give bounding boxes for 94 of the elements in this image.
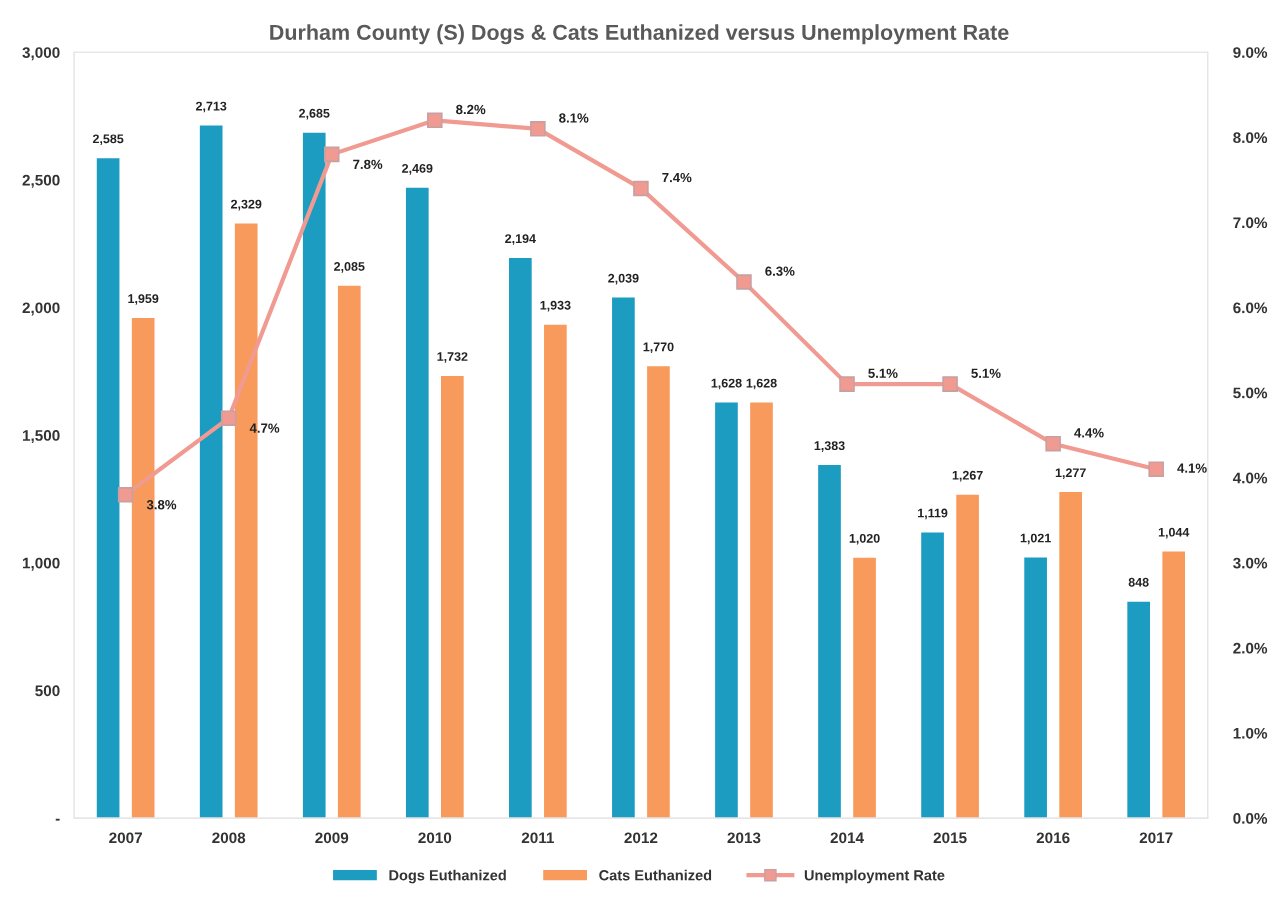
- y2-tick-label: 5.0%: [1233, 387, 1268, 399]
- data-label: 1,628: [711, 378, 742, 390]
- bar: [509, 258, 532, 819]
- bar: [96, 158, 120, 819]
- bar: [921, 532, 944, 819]
- point: [736, 274, 752, 290]
- point: [117, 486, 134, 503]
- bar: [715, 402, 738, 819]
- x-tick-label: 2008: [212, 832, 246, 844]
- y2-tick-label: 0.0%: [1233, 812, 1268, 824]
- y-tick-label: 1,500: [22, 430, 60, 444]
- y-tick-label: -: [55, 818, 60, 821]
- y2-tick-label: 6.0%: [1233, 302, 1268, 314]
- data-label: 7.8%: [353, 159, 383, 170]
- y2-tick-label: 7.0%: [1233, 217, 1268, 229]
- data-label: 2,469: [402, 163, 433, 175]
- data-label: 1,959: [128, 294, 159, 305]
- y-tick-label: 2,500: [22, 174, 60, 188]
- data-label: 1,770: [643, 342, 674, 354]
- bar: [337, 285, 361, 819]
- data-label: 4.1%: [1177, 463, 1207, 473]
- bar: [853, 557, 876, 819]
- y-tick-label: 500: [35, 685, 60, 697]
- point: [323, 146, 340, 163]
- data-label: 2,085: [334, 262, 365, 273]
- y-tick-label: 3,000: [22, 47, 60, 61]
- y2-tick-label: 3.0%: [1233, 557, 1268, 569]
- point: [839, 376, 855, 392]
- data-label: 1,933: [540, 300, 571, 312]
- bar: [440, 375, 464, 819]
- bar: [199, 125, 223, 819]
- data-label: 2,329: [231, 199, 262, 211]
- y-tick-label: 1,000: [22, 557, 60, 571]
- data-label: 1,044: [1158, 527, 1190, 539]
- data-label: 1,119: [918, 508, 948, 520]
- bar: [647, 366, 670, 819]
- y2-tick-label: 4.0%: [1232, 472, 1268, 484]
- x-tick-label: 2010: [418, 832, 452, 844]
- y2-tick-label: 9.0%: [1233, 47, 1268, 58]
- data-label: 6.3%: [765, 266, 795, 276]
- data-label: 2,039: [608, 273, 639, 285]
- data-label: 1,021: [1020, 533, 1051, 545]
- x-tick-label: 2009: [315, 832, 349, 844]
- point: [530, 121, 546, 137]
- point: [633, 180, 649, 197]
- data-label: 1,020: [849, 533, 880, 545]
- data-label: 1,383: [814, 441, 845, 452]
- y2-tick-label: 2.0%: [1233, 642, 1268, 654]
- x-tick-label: 2012: [624, 832, 658, 844]
- bar: [750, 402, 773, 819]
- bar: [544, 324, 567, 819]
- bar: [302, 132, 326, 819]
- x-tick-label: 2007: [109, 832, 142, 844]
- point: [220, 410, 237, 426]
- bar: [818, 465, 841, 819]
- legend-label: Unemployment Rate: [804, 869, 945, 884]
- point: [427, 112, 443, 129]
- y2-tick-label: 8.0%: [1233, 132, 1268, 144]
- legend-label: Dogs Euthanized: [389, 869, 506, 884]
- data-label: 8.2%: [456, 104, 486, 115]
- x-tick-label: 2013: [727, 832, 761, 844]
- chart-title: Durham County (S) Dogs & Cats Euthanized versus Unemployment Rate: [270, 24, 1009, 45]
- x-tick-label: 2014: [830, 832, 864, 844]
- data-label: 8.1%: [559, 113, 589, 123]
- data-label: 1,732: [437, 352, 468, 363]
- bar: [612, 297, 635, 819]
- data-label: 2,585: [92, 134, 124, 146]
- bar: [1127, 601, 1150, 819]
- bar: [956, 494, 979, 819]
- bar: [1024, 557, 1047, 819]
- point: [1148, 461, 1164, 478]
- legend-label: Cats Euthanized: [599, 869, 712, 881]
- bar: [405, 187, 429, 819]
- point: [1045, 435, 1061, 452]
- bar: [1059, 492, 1082, 819]
- x-tick-label: 2016: [1036, 832, 1070, 844]
- data-label: 1,267: [952, 470, 983, 482]
- data-label: 1,628: [746, 378, 777, 390]
- x-tick-label: 2017: [1139, 832, 1173, 844]
- data-label: 2,194: [505, 234, 536, 245]
- point: [942, 376, 958, 392]
- data-label: 1,277: [1055, 468, 1086, 479]
- data-label: 5.1%: [868, 368, 898, 378]
- x-tick-label: 2011: [521, 832, 555, 844]
- data-label: 5.1%: [971, 368, 1001, 378]
- data-label: 4.4%: [1074, 428, 1104, 438]
- data-label: 848: [1128, 577, 1149, 587]
- data-label: 2,685: [299, 108, 330, 120]
- y2-tick-label: 1.0%: [1233, 727, 1268, 739]
- x-tick-label: 2015: [933, 832, 967, 844]
- data-label: 2,713: [195, 101, 227, 113]
- bar: [1162, 551, 1186, 819]
- y-tick-label: 2,000: [22, 302, 60, 316]
- data-label: 7.4%: [662, 172, 692, 183]
